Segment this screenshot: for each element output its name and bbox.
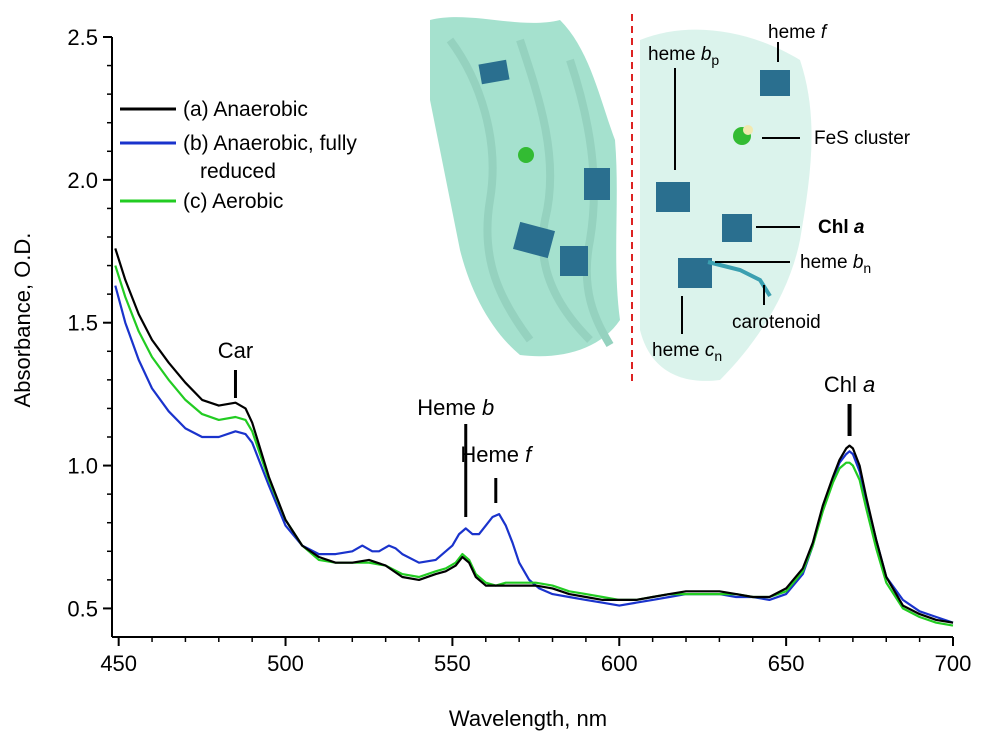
label-heme-f: heme f — [768, 22, 828, 43]
label-heme-bn: heme bn — [800, 252, 871, 276]
x-ticks: 450 500 550 600 650 700 — [100, 637, 971, 676]
x-tick-label: 650 — [768, 651, 805, 676]
series-line-c — [114, 265, 954, 627]
series-lines — [114, 248, 954, 627]
legend-label-c: (c) Aerobic — [183, 190, 283, 213]
x-tick-label: 500 — [267, 651, 304, 676]
y-tick-label: 2.5 — [67, 25, 98, 50]
protein-structure-inset: heme bp heme f FeS cluster Chl a heme bn… — [430, 14, 911, 382]
cofactor-molecules — [478, 59, 790, 298]
annotation-label: Chl a — [824, 372, 875, 397]
y-tick-label: 1.5 — [67, 311, 98, 336]
label-heme-cn: heme cn — [652, 340, 722, 364]
annotation-label: Car — [218, 338, 253, 363]
axes: 0.5 1.0 1.5 2.0 2.5 450 500 550 600 650 700 — [67, 25, 971, 676]
y-tick-label: 1.0 — [67, 454, 98, 479]
label-fes-cluster: FeS cluster — [814, 128, 911, 149]
legend-label-b-line2: reduced — [200, 160, 276, 183]
series-line-a — [114, 248, 954, 624]
x-axis-title: Wavelength, nm — [449, 706, 607, 731]
y-ticks: 0.5 1.0 1.5 2.0 2.5 — [67, 25, 112, 621]
label-heme-bp: heme bp — [648, 44, 719, 68]
label-carotenoid: carotenoid — [732, 312, 821, 333]
x-tick-label: 550 — [434, 651, 471, 676]
peak-annotations: Car Heme b Heme f Chl a — [218, 338, 875, 517]
label-chl-a: Chl a — [818, 217, 865, 238]
legend: (a) Anaerobic (b) Anaerobic, fully reduc… — [120, 98, 363, 213]
x-tick-label: 700 — [935, 651, 972, 676]
legend-label-a: (a) Anaerobic — [183, 98, 308, 121]
y-axis-title: Absorbance, O.D. — [10, 233, 35, 408]
annotation-label: Heme b — [417, 395, 494, 420]
y-tick-label: 0.5 — [67, 596, 98, 621]
legend-label-b: (b) Anaerobic, fully reduced — [183, 132, 363, 183]
y-tick-label: 2.0 — [67, 168, 98, 193]
annotation-label: Heme f — [460, 442, 534, 467]
x-tick-label: 600 — [601, 651, 638, 676]
legend-label-b-line1: (b) Anaerobic, fully — [183, 132, 357, 155]
x-tick-label: 450 — [100, 651, 137, 676]
